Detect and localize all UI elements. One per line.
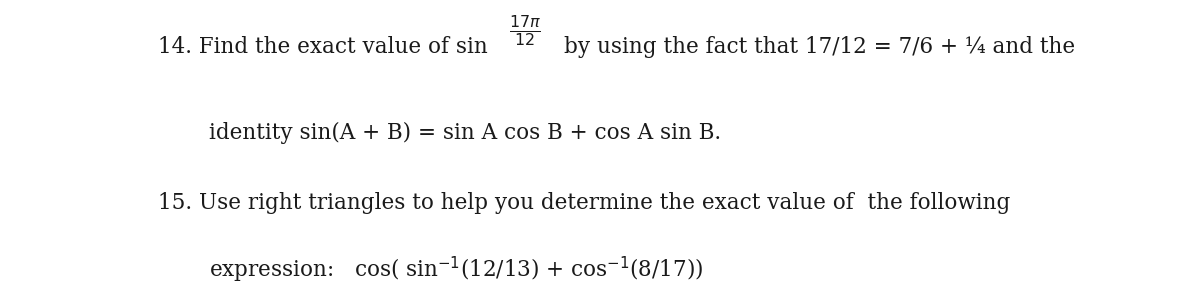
Text: identity sin(A + B) = sin A cos B + cos A sin B.: identity sin(A + B) = sin A cos B + cos … <box>209 122 721 144</box>
Text: 14. Find the exact value of sin: 14. Find the exact value of sin <box>158 36 488 58</box>
Text: by using the fact that 17/12 = 7/6 + ¼ and the: by using the fact that 17/12 = 7/6 + ¼ a… <box>564 36 1075 58</box>
Text: expression:   cos( sin$^{-1}$(12/13) + cos$^{-1}$(8/17)): expression: cos( sin$^{-1}$(12/13) + cos… <box>209 255 703 285</box>
Text: 15. Use right triangles to help you determine the exact value of  the following: 15. Use right triangles to help you dete… <box>158 192 1010 214</box>
Text: $\frac{17\pi}{12}$: $\frac{17\pi}{12}$ <box>509 14 541 49</box>
